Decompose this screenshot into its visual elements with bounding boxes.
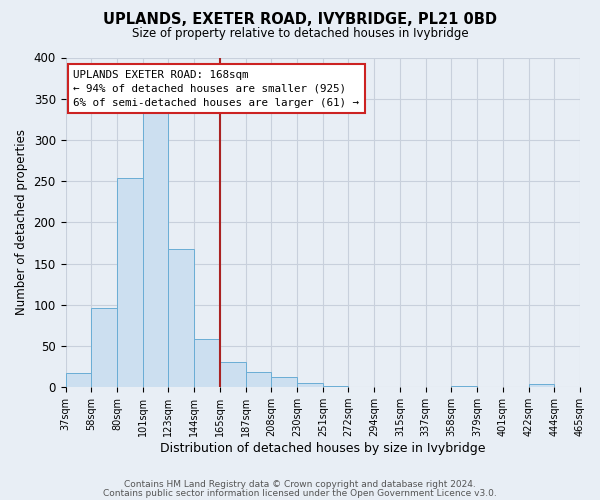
Bar: [271, 376, 297, 387]
Text: UPLANDS, EXETER ROAD, IVYBRIDGE, PL21 0BD: UPLANDS, EXETER ROAD, IVYBRIDGE, PL21 0B…: [103, 12, 497, 28]
Text: Contains HM Land Registry data © Crown copyright and database right 2024.: Contains HM Land Registry data © Crown c…: [124, 480, 476, 489]
Bar: [529, 384, 554, 387]
X-axis label: Distribution of detached houses by size in Ivybridge: Distribution of detached houses by size …: [160, 442, 485, 455]
Bar: [194, 340, 220, 387]
Bar: [451, 386, 477, 387]
Text: Size of property relative to detached houses in Ivybridge: Size of property relative to detached ho…: [131, 28, 469, 40]
Bar: [91, 308, 117, 387]
Bar: [323, 386, 349, 387]
Bar: [169, 248, 194, 387]
Text: Contains public sector information licensed under the Open Government Licence v3: Contains public sector information licen…: [103, 488, 497, 498]
Bar: [297, 383, 323, 387]
Bar: [220, 362, 245, 387]
Y-axis label: Number of detached properties: Number of detached properties: [15, 130, 28, 316]
Bar: [245, 372, 271, 387]
Bar: [117, 178, 143, 387]
Bar: [65, 373, 91, 387]
Bar: [143, 112, 169, 387]
Text: UPLANDS EXETER ROAD: 168sqm
← 94% of detached houses are smaller (925)
6% of sem: UPLANDS EXETER ROAD: 168sqm ← 94% of det…: [73, 70, 359, 108]
